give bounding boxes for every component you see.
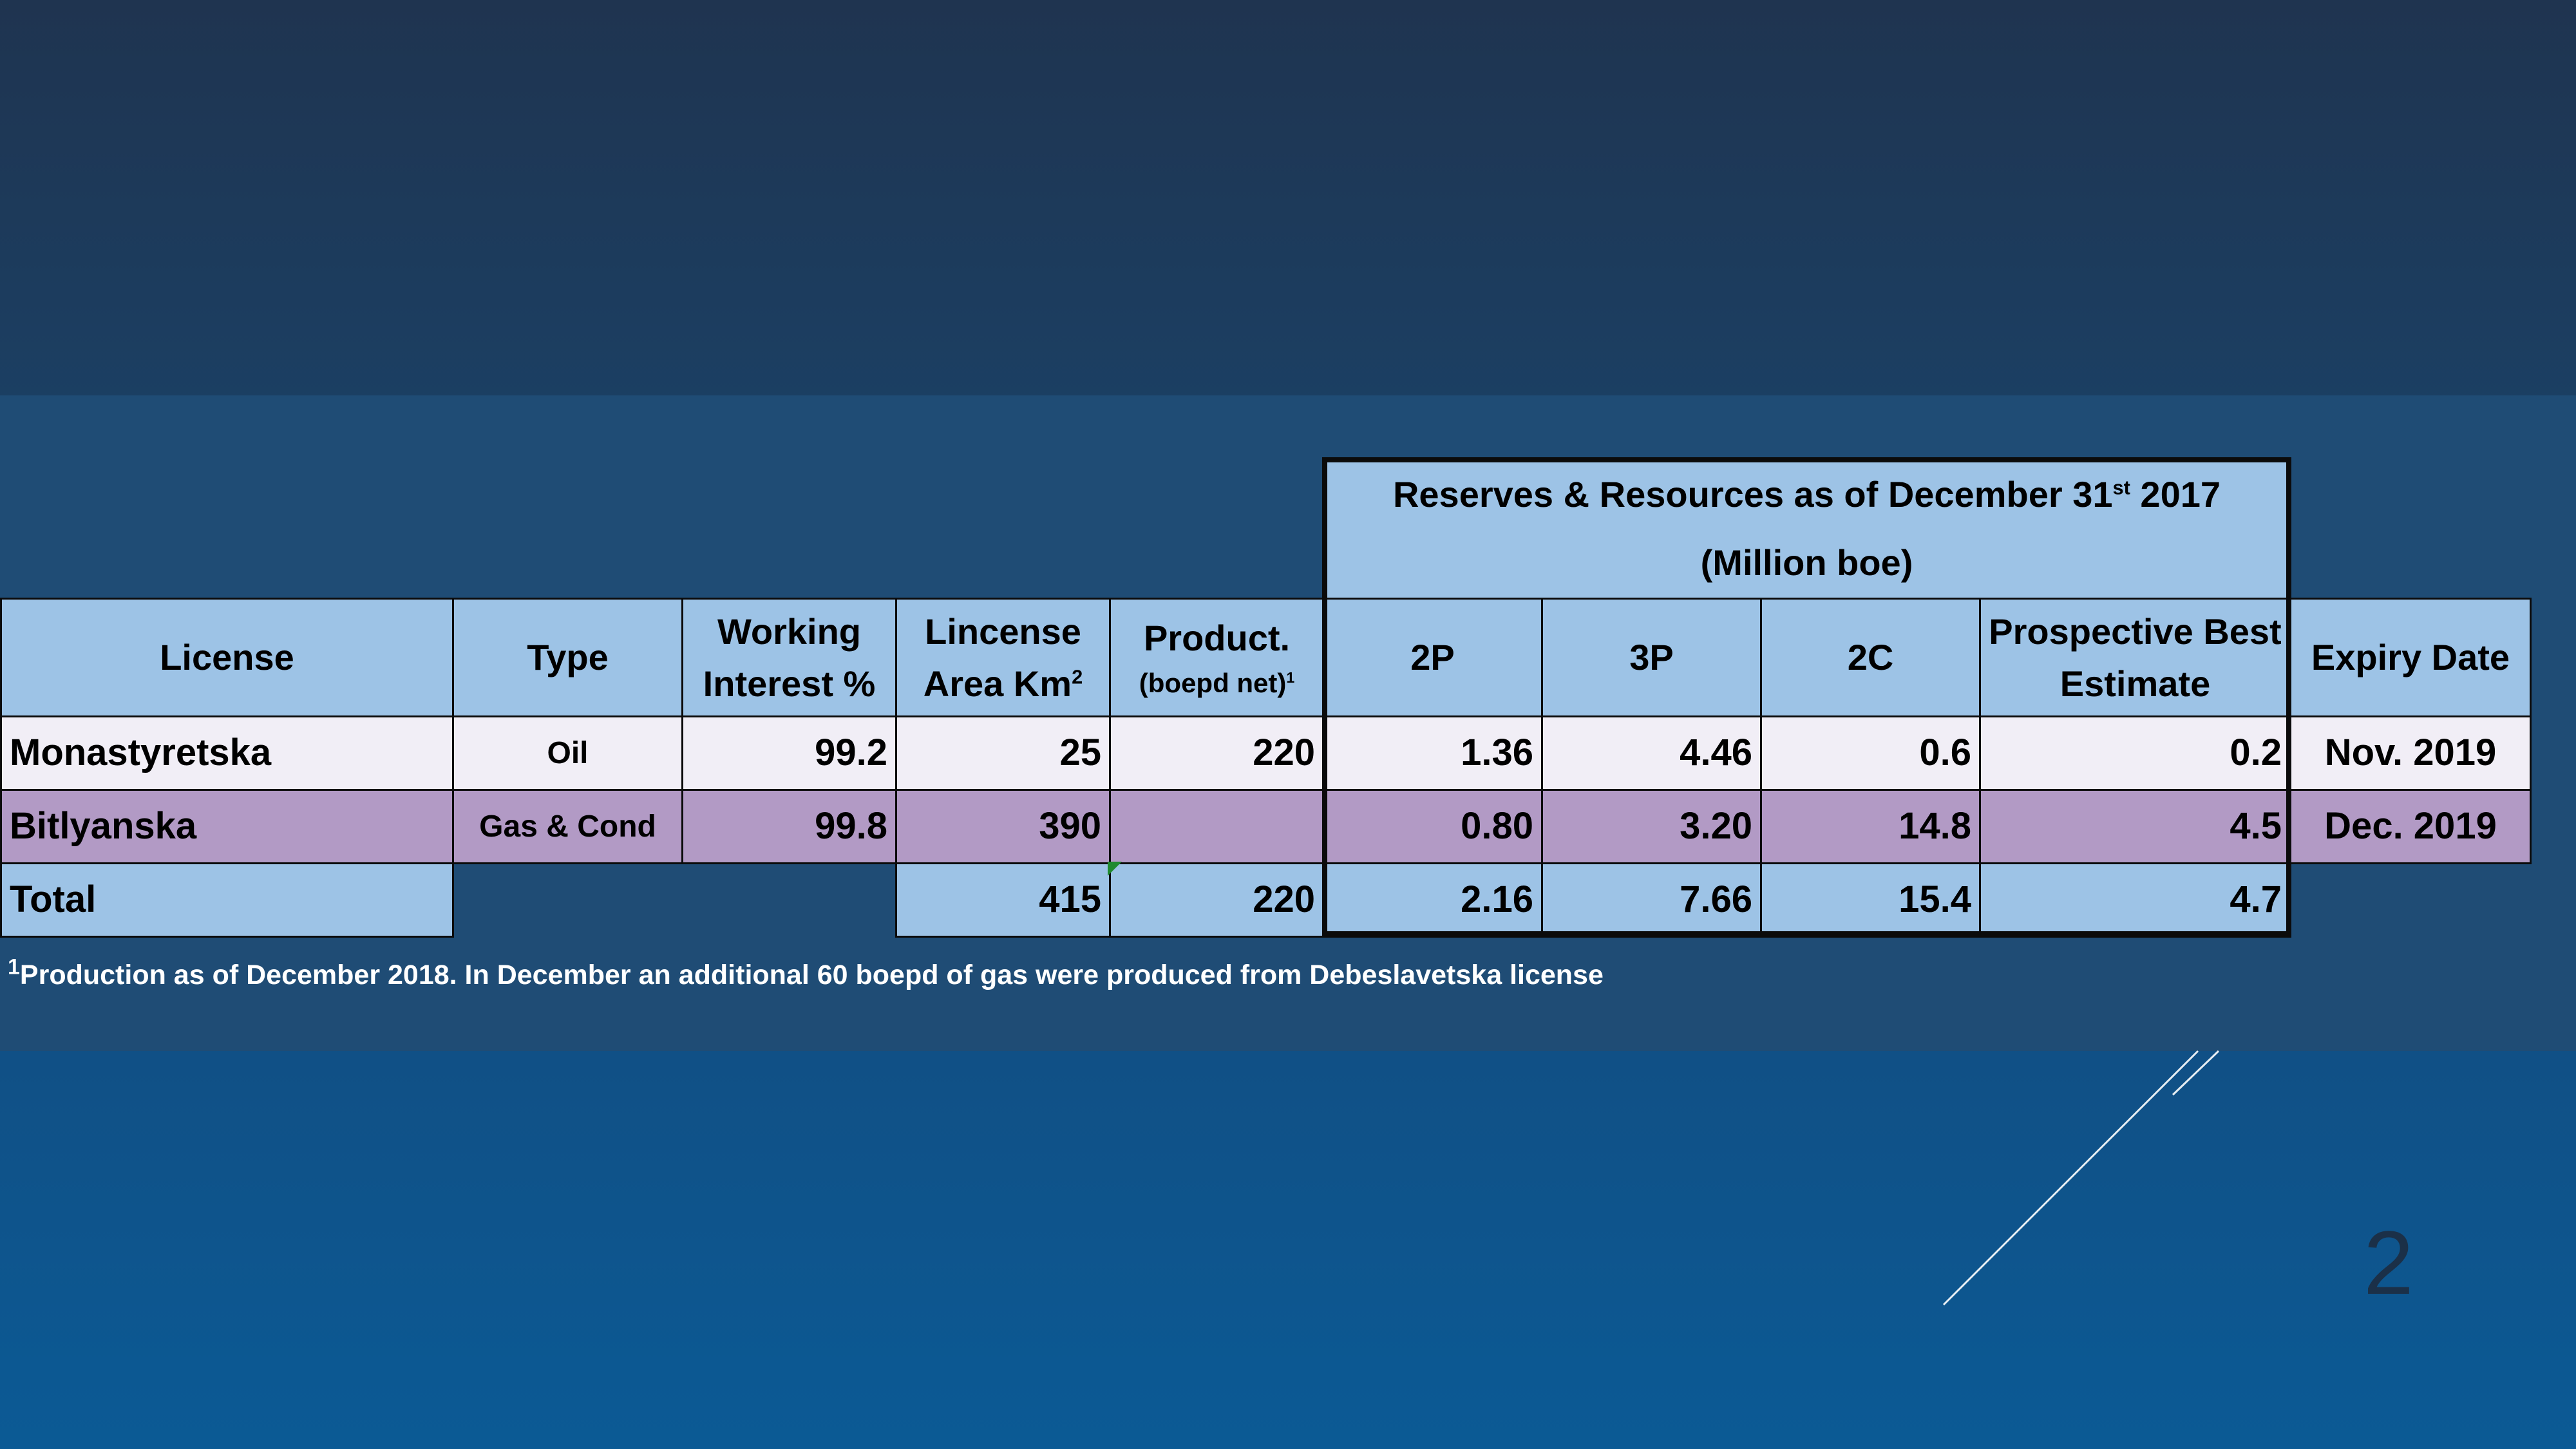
row-bitlyanska-type: Gas & Cond xyxy=(452,789,683,864)
row-bitlyanska-expiry: Dec. 2019 xyxy=(2289,789,2532,864)
cell-comment-marker xyxy=(1108,862,1122,876)
row-bitlyanska-2c: 14.8 xyxy=(1760,789,1981,864)
row-total-area: 415 xyxy=(895,862,1111,938)
row-monastyretska-3p: 4.46 xyxy=(1541,715,1762,791)
row-bitlyanska-area: 390 xyxy=(895,789,1111,864)
row-bitlyanska-license: Bitlyanska xyxy=(0,789,454,864)
reserves-unit: (Million boe) xyxy=(1700,542,1913,583)
row-monastyretska-working-interest: 99.2 xyxy=(681,715,897,791)
row-total-prospective: 4.7 xyxy=(1979,862,2291,938)
row-total-3p: 7.66 xyxy=(1541,862,1762,938)
row-total-2p: 2.16 xyxy=(1322,862,1543,938)
row-total-2c: 15.4 xyxy=(1760,862,1981,938)
row-monastyretska-prospective: 0.2 xyxy=(1979,715,2291,791)
col-header-3p: 3P xyxy=(1541,598,1762,717)
row-bitlyanska-2p: 0.80 xyxy=(1322,789,1543,864)
col-header-2p: 2P xyxy=(1322,598,1543,717)
reserves-group-header: Reserves & Resources as of December 31st… xyxy=(1322,457,2291,600)
col-header-prospective: Prospective Best Estimate xyxy=(1979,598,2291,717)
reserves-title: Reserves & Resources as of December 31st… xyxy=(1392,473,2221,515)
row-total-label: Total xyxy=(0,862,454,938)
slide-number: 2 xyxy=(2363,1212,2414,1313)
col-header-2c: 2C xyxy=(1760,598,1981,717)
footnote: 1Production as of December 2018. In Dece… xyxy=(8,954,1604,990)
col-header-area: Lincense Area Km2 xyxy=(895,598,1111,717)
